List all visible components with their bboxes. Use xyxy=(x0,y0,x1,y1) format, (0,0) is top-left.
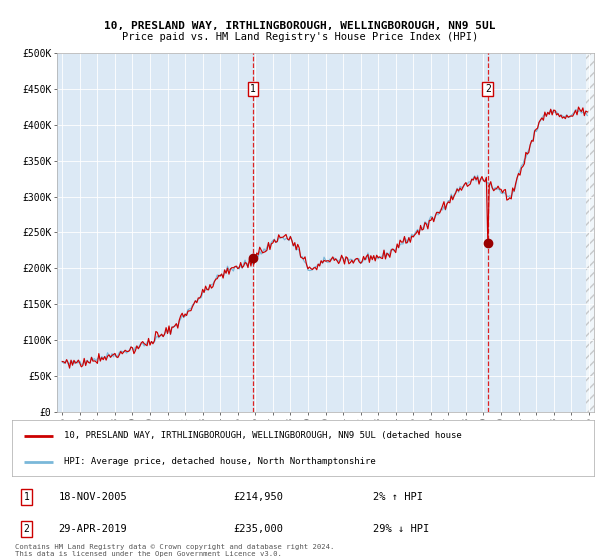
Text: £235,000: £235,000 xyxy=(233,524,283,534)
Text: 29% ↓ HPI: 29% ↓ HPI xyxy=(373,524,429,534)
Text: HPI: Average price, detached house, North Northamptonshire: HPI: Average price, detached house, Nort… xyxy=(64,458,376,466)
Text: Price paid vs. HM Land Registry's House Price Index (HPI): Price paid vs. HM Land Registry's House … xyxy=(122,32,478,43)
Text: 2% ↑ HPI: 2% ↑ HPI xyxy=(373,492,423,502)
Text: 10, PRESLAND WAY, IRTHLINGBOROUGH, WELLINGBOROUGH, NN9 5UL (detached house: 10, PRESLAND WAY, IRTHLINGBOROUGH, WELLI… xyxy=(64,431,462,440)
Text: 2: 2 xyxy=(485,84,491,94)
Text: £214,950: £214,950 xyxy=(233,492,283,502)
Text: 18-NOV-2005: 18-NOV-2005 xyxy=(59,492,127,502)
Text: Contains HM Land Registry data © Crown copyright and database right 2024.
This d: Contains HM Land Registry data © Crown c… xyxy=(15,544,334,557)
Bar xyxy=(586,53,594,412)
Text: 1: 1 xyxy=(23,492,29,502)
Text: 10, PRESLAND WAY, IRTHLINGBOROUGH, WELLINGBOROUGH, NN9 5UL: 10, PRESLAND WAY, IRTHLINGBOROUGH, WELLI… xyxy=(104,21,496,31)
Text: 29-APR-2019: 29-APR-2019 xyxy=(59,524,127,534)
Text: 2: 2 xyxy=(23,524,29,534)
Text: 1: 1 xyxy=(250,84,256,94)
